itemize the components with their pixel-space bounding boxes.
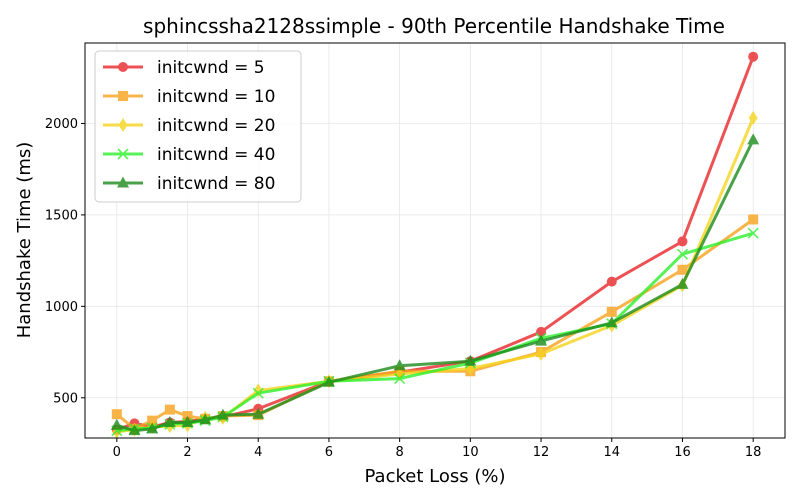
data-point (747, 133, 760, 145)
data-point (252, 407, 265, 419)
data-point (677, 236, 688, 247)
series-3 (111, 227, 759, 437)
x-axis-ticks: 0 2 4 6 8 10 12 14 16 18 (113, 438, 762, 460)
legend-marker (118, 118, 128, 132)
grid (85, 43, 785, 438)
data-point (536, 326, 547, 337)
data-point (748, 51, 759, 62)
data-point (676, 248, 689, 260)
plot-frame (84, 42, 786, 439)
y-axis-title: Handshake Time (ms) (14, 142, 35, 339)
x-tick-label: 8 (396, 445, 404, 460)
legend-marker (118, 62, 128, 72)
chart-title: sphincssha2128ssimple - 90th Percentile … (143, 14, 725, 38)
legend-label: initcwnd = 20 (157, 116, 275, 136)
legend-label: initcwnd = 10 (157, 87, 275, 107)
series-line (116, 231, 754, 433)
data-point (748, 214, 759, 225)
data-point (111, 409, 122, 420)
legend-marker (118, 91, 128, 101)
data-point (464, 354, 477, 366)
legend-label: initcwnd = 80 (157, 174, 275, 194)
x-tick-label: 6 (325, 445, 333, 460)
data-point (535, 334, 548, 346)
series-4 (110, 133, 760, 436)
series-layer (110, 51, 760, 439)
data-point (677, 264, 688, 275)
data-point (128, 424, 141, 436)
x-axis-title: Packet Loss (%) (365, 466, 506, 487)
y-tick-label: 2000 (45, 117, 78, 132)
x-tick-label: 10 (462, 445, 479, 460)
data-point (606, 276, 617, 287)
legend: initcwnd = 5 initcwnd = 10 initcwnd = 20 in… (94, 50, 302, 203)
data-point (536, 346, 546, 361)
x-tick-label: 16 (674, 445, 691, 460)
data-point (606, 306, 617, 317)
legend-item (103, 62, 143, 72)
data-point (164, 404, 175, 415)
series-1 (111, 214, 759, 434)
data-point (146, 422, 159, 434)
y-tick-label: 500 (53, 391, 78, 406)
x-tick-label: 12 (533, 445, 550, 460)
data-point (199, 413, 212, 425)
x-tick-label: 4 (254, 445, 262, 460)
data-point (322, 375, 335, 387)
y-tick-label: 1500 (45, 208, 78, 223)
x-tick-label: 2 (183, 445, 191, 460)
legend-label: initcwnd = 40 (157, 145, 275, 165)
legend-item (103, 148, 143, 160)
legend-box (94, 50, 302, 203)
data-point (747, 227, 759, 239)
x-tick-label: 18 (745, 445, 762, 460)
y-tick-label: 1000 (45, 300, 78, 315)
x-tick-label: 14 (603, 445, 620, 460)
data-point (110, 418, 123, 430)
data-point (163, 415, 176, 427)
data-point (393, 359, 406, 371)
data-point (676, 277, 689, 289)
legend-item (103, 176, 143, 188)
legend-marker (117, 176, 129, 188)
legend-item (103, 118, 143, 132)
data-point (605, 316, 618, 328)
data-point (748, 110, 758, 125)
data-point (216, 408, 229, 420)
data-point (252, 387, 264, 399)
y-axis-ticks: 500 1000 1500 2000 (45, 117, 85, 406)
data-point (394, 373, 406, 385)
x-tick-label: 0 (113, 445, 121, 460)
legend-marker (117, 148, 129, 160)
data-point (181, 415, 194, 427)
legend-label: initcwnd = 5 (157, 58, 265, 78)
legend-item (103, 91, 143, 101)
